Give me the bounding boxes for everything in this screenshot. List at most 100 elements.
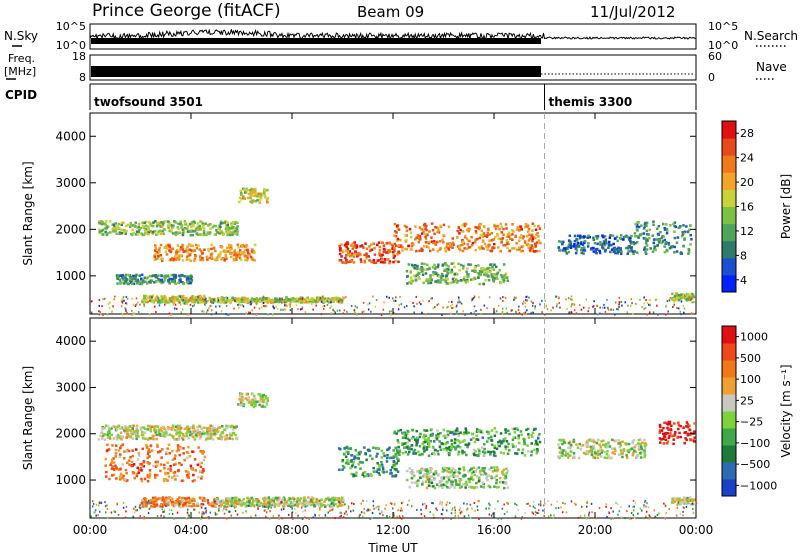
echo-cell [676,307,678,309]
echo-cell [248,401,251,404]
echo-cell [684,308,686,310]
echo-cell [99,305,101,307]
echo-cell [441,273,444,276]
echo-cell [155,258,158,261]
echo-cell [111,444,114,447]
echo-cell [217,498,220,501]
echo-cell [514,297,516,299]
echo-cell [372,296,374,298]
echo-cell [195,434,198,437]
echo-cell [575,246,578,249]
echo-cell [128,463,131,466]
echo-cell [167,274,170,277]
echo-cell [165,478,168,481]
echo-cell [411,437,414,440]
echo-cell [104,438,107,441]
echo-cell [526,235,529,238]
echo-cell [157,278,160,281]
echo-cell [504,428,507,431]
echo-cell [324,499,327,502]
echo-cell [152,221,155,224]
echo-cell [645,299,647,301]
echo-cell [688,248,691,251]
echo-cell [330,499,333,502]
echo-cell [509,234,512,237]
echo-cell [187,446,190,449]
echo-cell [224,251,227,254]
echo-cell [386,242,389,245]
echo-cell [523,312,525,314]
echo-cell [483,448,486,451]
echo-cell [557,456,560,459]
echo-cell [256,297,259,300]
echo-cell [186,457,189,460]
echo-cell [566,308,568,310]
echo-cell [419,302,421,304]
echo-cell [186,281,189,284]
echo-cell [466,229,469,232]
echo-cell [438,275,441,278]
echo-cell [495,275,498,278]
echo-cell [152,231,155,234]
echo-cell [157,451,160,454]
echo-cell [209,223,212,226]
echo-cell [226,313,228,315]
echo-cell [434,471,437,474]
echo-cell [470,263,473,266]
echo-cell [665,241,668,244]
echo-cell [507,486,510,489]
echo-cell [146,277,149,280]
echo-cell [154,496,157,499]
echo-cell [148,281,151,284]
echo-cell [186,246,189,249]
echo-cell [658,241,661,244]
echo-cell [602,307,604,309]
freq-tick-top: 18 [72,50,86,63]
echo-cell [178,434,181,437]
nave-tick-bottom: 0 [708,71,715,84]
echo-cell [163,464,166,467]
echo-cell [622,452,625,455]
echo-cell [665,223,668,226]
echo-cell [105,227,108,230]
echo-cell [201,433,204,436]
echo-cell [493,485,496,488]
echo-cell [376,244,379,247]
echo-cell [464,486,467,489]
echo-cell [483,454,486,457]
echo-cell [121,305,123,307]
echo-cell [331,312,333,314]
echo-cell [433,440,436,443]
echo-cell [355,305,357,307]
echo-cell [221,231,224,234]
echo-cell [145,505,148,508]
echo-cell [364,242,367,245]
echo-cell [266,305,268,307]
echo-cell [622,238,625,241]
echo-cell [332,309,334,311]
echo-cell [140,469,143,472]
echo-cell [91,312,93,314]
echo-cell [678,307,680,309]
echo-cell [98,310,100,312]
nsearch-tick-top: 10^5 [708,20,738,33]
echo-cell [445,275,448,278]
echo-cell [495,431,498,434]
echo-cell [381,254,384,257]
echo-cell [363,302,365,304]
echo-cell [231,226,234,229]
echo-cell [412,302,414,304]
echo-cell [141,502,144,505]
echo-cell [635,223,638,226]
echo-cell [112,230,115,233]
echo-cell [205,234,208,237]
echo-cell [641,306,643,308]
echo-cell [392,464,395,467]
echo-cell [467,432,470,435]
echo-cell [525,299,527,301]
echo-cell [596,237,599,240]
echo-cell [131,283,134,286]
echo-cell [428,230,431,233]
echo-cell [505,472,508,475]
echo-cell [196,232,199,235]
